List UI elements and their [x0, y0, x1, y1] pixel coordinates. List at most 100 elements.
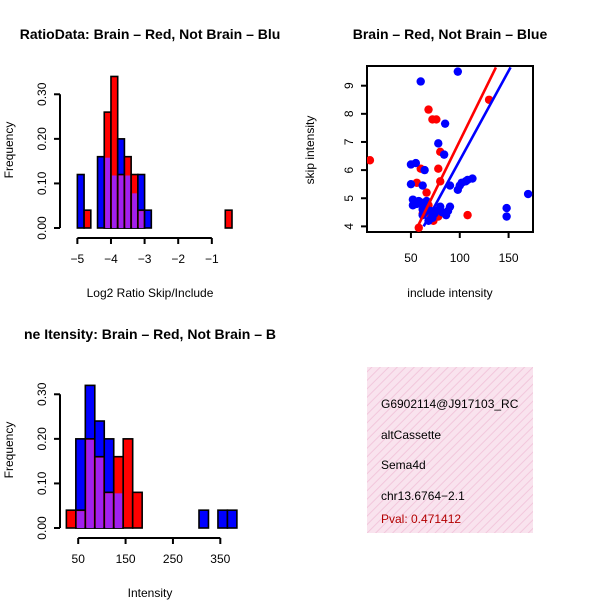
scatter-point-not-brain: [414, 196, 423, 206]
scatter-axes: 50 100 150 4 5 6 7 8 9: [342, 82, 519, 265]
intensity-hist-bar-overlap: [114, 493, 123, 528]
scatter-point-not-brain: [411, 158, 421, 168]
scatter-x-tick-label: 150: [499, 251, 519, 265]
intensity-hist-bar-brain: [65, 509, 77, 529]
scatter-y-tick-label: 7: [342, 138, 356, 145]
scatter-point-not-brain: [434, 139, 443, 148]
scatter-y-tick-label: 5: [342, 195, 356, 202]
intensity-histogram-bars: [65, 384, 238, 529]
scatter-x-tick-label: 100: [450, 251, 470, 265]
ratio-hist-y-tick-label: 0.20: [35, 127, 49, 151]
scatter-fit-lines: [416, 66, 512, 227]
scatter-point-not-brain: [420, 165, 429, 175]
intensity-hist-x-tick-label: 50: [72, 552, 86, 566]
info-panel: G6902114@J917103_RC altCassette Sema4d c…: [367, 367, 533, 533]
intensity-scatter: Brain – Red, Not Brain – Blue include in…: [303, 26, 547, 300]
ratio-hist-bar-not-brain: [143, 209, 153, 229]
intensity-histogram: ne Itensity: Brain – Red, Not Brain – B …: [2, 326, 276, 600]
intensity-histogram-axes: 50 150 250 350 0.00 0.10 0.20 0.30: [35, 382, 231, 566]
scatter-point-brain: [463, 210, 472, 220]
ratio-histogram-bars: [76, 75, 233, 229]
intensity-hist-bar-overlap: [76, 511, 85, 528]
intensity-hist-x-tick-label: 350: [210, 552, 230, 566]
scatter-point-not-brain: [502, 203, 511, 213]
intensity-hist-y-tick-label: 0.20: [35, 427, 49, 451]
ratio-hist-bar-brain: [224, 209, 233, 229]
scatter-points: [367, 67, 533, 232]
scatter-point-not-brain: [445, 202, 455, 211]
scatter-xlabel: include intensity: [407, 286, 492, 300]
info-gene-name: Sema4d: [381, 458, 426, 472]
info-locus: chr13.6764−2.1: [381, 489, 465, 503]
intensity-histogram-xlabel: Intensity: [128, 586, 173, 600]
scatter-point-not-brain: [453, 67, 463, 76]
intensity-hist-bar-overlap: [105, 493, 113, 528]
scatter-point-not-brain: [523, 189, 533, 199]
ratio-hist-y-tick-label: 0.10: [35, 171, 49, 195]
ratio-hist-x-tick-label: −5: [71, 252, 85, 266]
ratio-hist-bar-overlap: [132, 193, 137, 228]
scatter-y-tick-label: 6: [342, 166, 356, 173]
ratio-hist-bar-overlap: [138, 211, 144, 228]
scatter-point-not-brain: [440, 119, 450, 128]
intensity-hist-bar-brain: [131, 491, 143, 529]
scatter-point-not-brain: [468, 174, 477, 183]
scatter-point-brain: [414, 223, 423, 232]
intensity-histogram-ylabel: Frequency: [2, 422, 16, 479]
info-event-type: altCassette: [381, 428, 441, 442]
scatter-point-brain: [367, 156, 375, 165]
ratio-hist-bar-not-brain: [76, 173, 85, 229]
info-pval: Pval: 0.471412: [381, 512, 461, 526]
intensity-histogram-title: ne Itensity: Brain – Red, Not Brain – B: [24, 326, 276, 342]
scatter-y-tick-label: 9: [342, 82, 356, 89]
scatter-point-not-brain: [502, 212, 511, 221]
scatter-plot-box: [366, 65, 534, 233]
ratio-hist-bar-overlap: [125, 175, 131, 228]
scatter-point-not-brain: [418, 181, 427, 190]
scatter-point-brain: [422, 188, 431, 197]
intensity-hist-bar-not-brain: [217, 509, 229, 529]
ratio-hist-bar-overlap: [105, 157, 110, 228]
ratio-hist-x-tick-label: −1: [205, 252, 219, 266]
scatter-point-not-brain: [406, 179, 416, 189]
scatter-title: Brain – Red, Not Brain – Blue: [353, 26, 548, 42]
ratio-hist-bar-overlap: [111, 175, 117, 228]
scatter-point-not-brain: [439, 150, 449, 159]
ratio-histogram-xlabel: Log2 Ratio Skip/Include: [87, 286, 214, 300]
intensity-hist-y-tick-label: 0.10: [35, 471, 49, 495]
scatter-fit-line-brain: [416, 66, 498, 227]
ratio-hist-bar-not-brain: [96, 155, 106, 229]
intensity-hist-y-tick-label: 0.00: [35, 516, 49, 540]
ratio-hist-x-tick-label: −3: [138, 252, 152, 266]
scatter-point-not-brain: [408, 201, 418, 210]
intensity-hist-bar-overlap: [86, 439, 94, 528]
scatter-point-brain: [432, 115, 441, 124]
ratio-histogram-title: RatioData: Brain – Red, Not Brain – Blu: [20, 26, 281, 42]
intensity-hist-bar-not-brain: [198, 509, 210, 529]
ratio-hist-x-tick-label: −2: [171, 252, 185, 266]
ratio-histogram-axes: −5 −4 −3 −2 −1 0.00 0.10 0.20 0.30: [35, 82, 219, 266]
ratio-hist-bar-brain: [83, 209, 92, 229]
info-panel-hatch: [367, 367, 533, 533]
intensity-hist-bar-brain: [122, 438, 134, 529]
ratio-hist-bar-overlap: [118, 175, 124, 228]
scatter-x-tick-label: 50: [404, 251, 418, 265]
scatter-point-not-brain: [416, 77, 425, 86]
scatter-fit-line-not-brain: [422, 66, 512, 227]
info-probe-id: G6902114@J917103_RC: [381, 397, 519, 411]
ratio-hist-y-tick-label: 0.30: [35, 82, 49, 106]
scatter-ylabel: skip intensity: [303, 116, 317, 185]
scatter-y-tick-label: 4: [342, 223, 356, 230]
intensity-hist-y-tick-label: 0.30: [35, 382, 49, 406]
scatter-y-tick-label: 8: [342, 110, 356, 117]
ratio-histogram-ylabel: Frequency: [2, 122, 16, 179]
intensity-hist-bar-overlap: [95, 457, 104, 528]
ratio-histogram: RatioData: Brain – Red, Not Brain – Blu …: [2, 26, 280, 300]
scatter-point-brain: [434, 164, 443, 173]
scatter-point-brain: [424, 105, 433, 114]
intensity-hist-x-tick-label: 150: [116, 552, 136, 566]
intensity-hist-bar-not-brain: [226, 509, 238, 529]
intensity-hist-x-tick-label: 250: [163, 552, 183, 566]
ratio-hist-x-tick-label: −4: [104, 252, 118, 266]
